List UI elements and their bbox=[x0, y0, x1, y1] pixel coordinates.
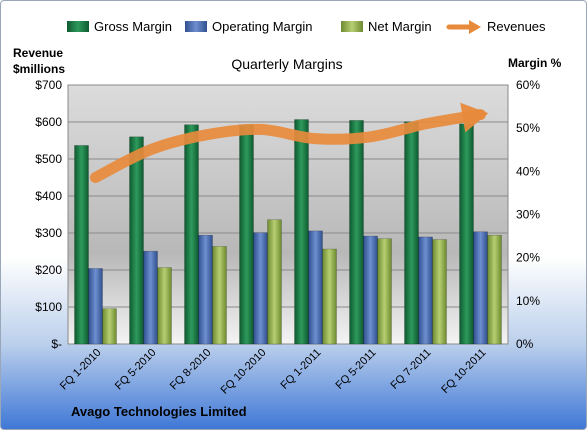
gross-margin-bar[interactable] bbox=[239, 124, 254, 345]
gross-margin-bar[interactable] bbox=[349, 120, 364, 345]
right-tick-label: 60% bbox=[516, 78, 540, 92]
revenue-line-path[interactable] bbox=[90, 109, 486, 183]
bars bbox=[74, 119, 502, 345]
category-label: FQ 5-2011 bbox=[334, 347, 379, 392]
left-tick-label: $200 bbox=[35, 263, 62, 277]
category-labels: FQ 1-2010 FQ 5-2010 FQ 8-2010 FQ 10-2010 FQ … bbox=[58, 347, 489, 397]
legend-item-net-margin[interactable]: Net Margin bbox=[341, 19, 432, 34]
left-tick-label: $100 bbox=[35, 300, 62, 314]
right-tick-label: 50% bbox=[516, 121, 540, 135]
left-tick-label: $600 bbox=[35, 115, 62, 129]
right-axis-ticks: 0% 10% 20% 30% 40% 50% 60% bbox=[516, 78, 540, 351]
gross-margin-bar[interactable] bbox=[129, 136, 144, 345]
operating-margin-bar[interactable] bbox=[143, 250, 158, 345]
right-tick-label: 30% bbox=[516, 208, 540, 222]
category-label: FQ 10-2010 bbox=[219, 347, 269, 397]
category-label: FQ 5-2010 bbox=[113, 347, 159, 393]
legend: Gross Margin Operating Margin Net Margin… bbox=[67, 19, 546, 34]
category-label: FQ 8-2010 bbox=[168, 347, 214, 393]
left-tick-label: $400 bbox=[35, 189, 62, 203]
legend-item-gross-margin[interactable]: Gross Margin bbox=[67, 19, 172, 34]
legend-label-net-margin: Net Margin bbox=[368, 19, 432, 34]
left-axis-label-line1: Revenue bbox=[13, 46, 63, 60]
company-footer: Avago Technologies Limited bbox=[71, 404, 247, 419]
gross-margin-bar[interactable] bbox=[294, 119, 309, 345]
legend-swatch-operating-margin bbox=[185, 21, 207, 32]
gross-margin-bar[interactable] bbox=[459, 123, 474, 345]
left-axis-label-line2: $millions bbox=[13, 62, 65, 76]
net-margin-bar[interactable] bbox=[432, 239, 447, 345]
legend-item-revenues[interactable]: Revenues bbox=[446, 19, 546, 34]
category-label: FQ 1-2010 bbox=[58, 347, 104, 393]
net-margin-bar[interactable] bbox=[487, 234, 502, 345]
revenue-line bbox=[90, 102, 489, 183]
gross-margin-bar[interactable] bbox=[74, 145, 89, 345]
right-axis-label: Margin % bbox=[508, 56, 562, 70]
left-tick-label: $700 bbox=[35, 78, 62, 92]
category-label: FQ 10-2011 bbox=[439, 347, 488, 396]
legend-swatch-net-margin bbox=[341, 21, 363, 32]
legend-swatch-revenues bbox=[446, 20, 481, 34]
operating-margin-bar[interactable] bbox=[253, 232, 268, 345]
legend-swatch-gross-margin bbox=[67, 21, 89, 32]
category-label: FQ 1-2011 bbox=[279, 347, 324, 392]
category-label: FQ 7-2011 bbox=[389, 347, 434, 392]
operating-margin-bar[interactable] bbox=[198, 234, 213, 345]
operating-margin-bar[interactable] bbox=[473, 231, 488, 345]
legend-label-gross-margin: Gross Margin bbox=[94, 19, 172, 34]
right-tick-label: 20% bbox=[516, 251, 540, 265]
revenue-arrowhead bbox=[460, 102, 489, 133]
net-margin-bar[interactable] bbox=[157, 267, 172, 345]
legend-item-operating-margin[interactable]: Operating Margin bbox=[185, 19, 312, 34]
left-tick-label: $- bbox=[51, 337, 62, 351]
right-tick-label: 0% bbox=[516, 337, 534, 351]
operating-margin-bar[interactable] bbox=[418, 236, 433, 345]
left-axis-ticks: $- $100 $200 $300 $400 $500 $600 $700 bbox=[35, 78, 62, 351]
net-margin-bar[interactable] bbox=[377, 238, 392, 345]
net-margin-bar[interactable] bbox=[322, 248, 337, 345]
chart-title: Quarterly Margins bbox=[231, 56, 342, 72]
gross-margin-bar[interactable] bbox=[184, 124, 199, 345]
left-tick-label: $500 bbox=[35, 152, 62, 166]
operating-margin-bar[interactable] bbox=[308, 230, 323, 345]
right-tick-label: 40% bbox=[516, 164, 540, 178]
operating-margin-bar[interactable] bbox=[363, 235, 378, 345]
legend-label-revenues: Revenues bbox=[487, 19, 546, 34]
left-tick-label: $300 bbox=[35, 226, 62, 240]
legend-label-operating-margin: Operating Margin bbox=[212, 19, 312, 34]
gross-margin-bar[interactable] bbox=[404, 121, 419, 345]
net-margin-bar[interactable] bbox=[267, 219, 282, 345]
net-margin-bar[interactable] bbox=[212, 246, 227, 345]
operating-margin-bar[interactable] bbox=[88, 268, 103, 345]
right-tick-label: 10% bbox=[516, 294, 540, 308]
net-margin-bar[interactable] bbox=[102, 308, 117, 345]
